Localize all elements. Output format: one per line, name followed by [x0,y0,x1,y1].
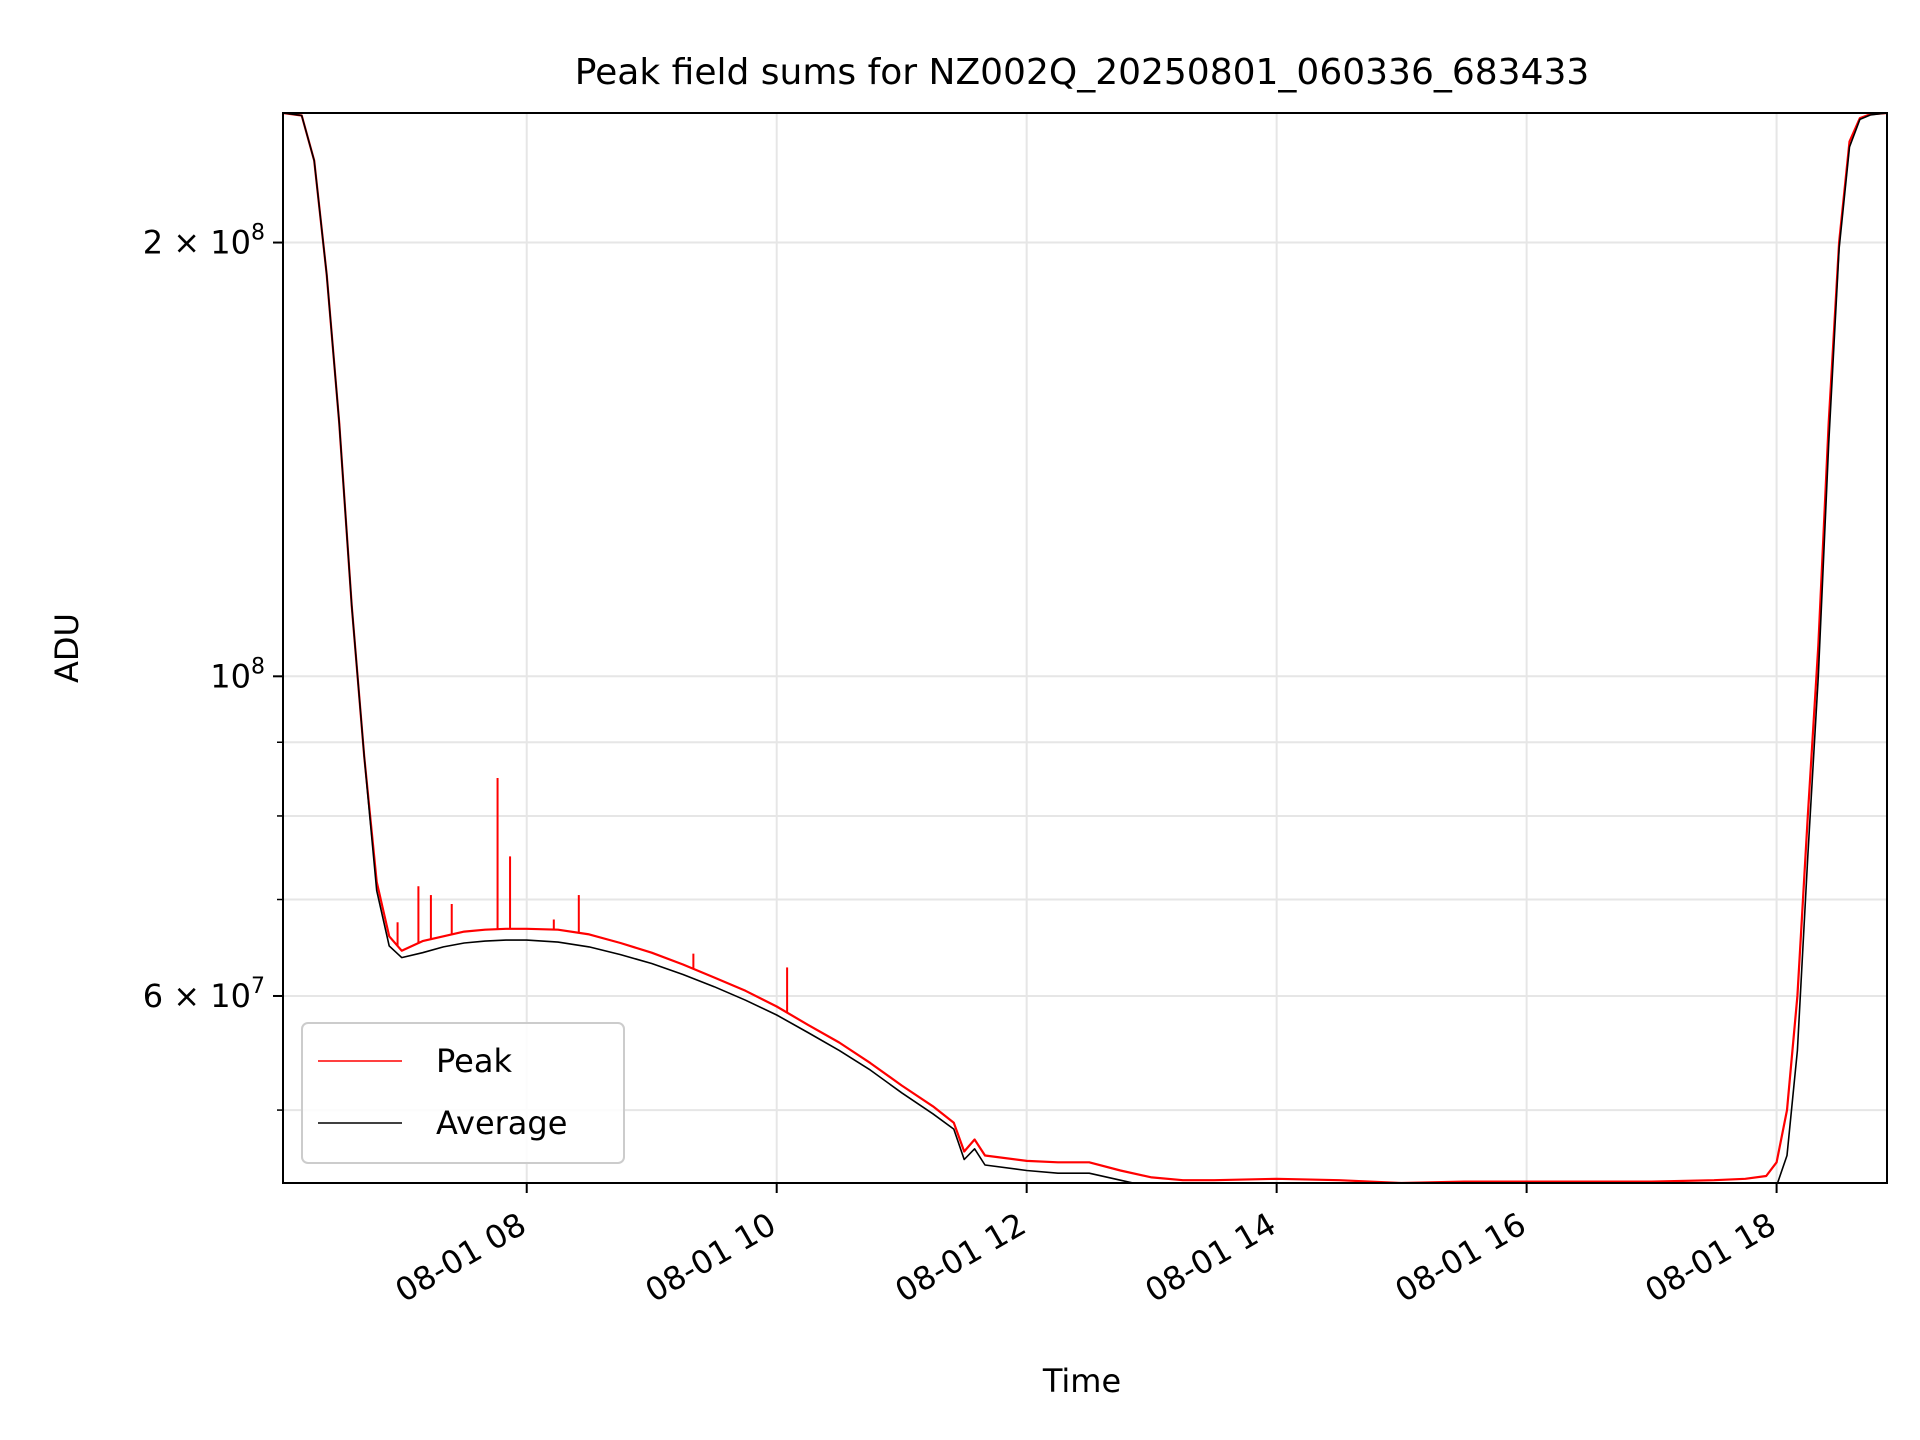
y-tick-label: 2 × 108 [143,221,265,262]
series-line-peak [283,113,1887,1183]
y-tick-label: 108 [210,654,265,695]
y-tick-label: 6 × 107 [143,974,265,1015]
legend-box [301,1022,625,1164]
grid [283,113,1887,1183]
plot-frame [282,112,1888,1184]
series-layer [283,113,1887,1183]
legend: Peak Average [301,1022,625,1164]
y-axis-ticks: 2 × 108 108 6 × 107 [143,221,283,1111]
chart-title: Peak field sums for NZ002Q_20250801_0603… [575,52,1590,93]
x-axis-label: Time [1042,1362,1121,1400]
legend-label-peak: Peak [436,1042,512,1080]
series-line-average [283,113,1887,1183]
legend-label-average: Average [436,1104,567,1142]
y-axis-label: ADU [48,613,86,683]
